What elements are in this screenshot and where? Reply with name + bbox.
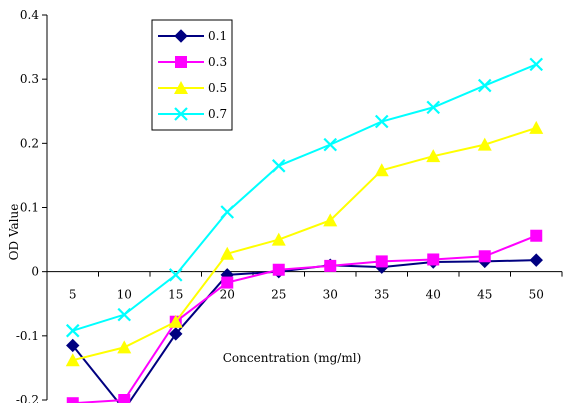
- data-point: [529, 120, 544, 134]
- legend-marker: [174, 81, 188, 94]
- legend-item: 0.1: [158, 29, 227, 43]
- series-line: [72, 63, 537, 332]
- axes: [42, 14, 563, 401]
- y-tick-label: 0.4: [20, 8, 39, 22]
- y-tick-label: 0.1: [20, 201, 39, 215]
- data-point: [221, 276, 234, 289]
- x-tick-label: 30: [323, 288, 338, 302]
- data-point: [323, 137, 338, 152]
- data-point-stroke: [426, 100, 441, 115]
- data-point-stroke: [477, 78, 492, 93]
- data-point: [65, 323, 80, 338]
- data-point: [220, 205, 235, 219]
- legend-label: 0.1: [208, 29, 227, 43]
- data-point: [118, 394, 131, 403]
- tick-labels: 0.4 0.3 0.2 0.1 0 -0.1 -0.2 5 10 15 20 25 30 35 40 45 50: [16, 8, 544, 403]
- legend-item: 0.3: [158, 55, 227, 69]
- series-line: [72, 234, 537, 403]
- data-point: [271, 232, 286, 246]
- legend: 0.1 0.3 0.5 0.7: [151, 19, 233, 131]
- data-point: [426, 100, 441, 115]
- data-point: [375, 255, 388, 268]
- data-point-stroke: [117, 307, 132, 322]
- x-tick-label: 15: [168, 288, 183, 302]
- x-tick-label: 40: [426, 288, 441, 302]
- legend-marker: [174, 29, 188, 43]
- data-point: [324, 259, 337, 272]
- y-tick-label: -0.1: [16, 329, 39, 343]
- data-point: [272, 263, 285, 276]
- data-point-stroke: [220, 205, 235, 219]
- data-point: [168, 314, 183, 328]
- data-point-stroke: [323, 137, 338, 152]
- series-0.5: [65, 120, 544, 367]
- data-point: [426, 149, 441, 163]
- series-0.7: [65, 57, 544, 338]
- data-point: [530, 229, 543, 242]
- y-tick-label: 0.2: [20, 136, 39, 150]
- x-tick-label: 20: [220, 288, 235, 302]
- data-point: [374, 114, 389, 129]
- legend-box: [151, 19, 233, 131]
- data-point: [66, 397, 79, 403]
- data-point: [220, 246, 235, 260]
- legend-label: 0.3: [208, 55, 227, 69]
- data-point: [65, 353, 80, 367]
- y-axis-title: OD Value: [7, 204, 21, 261]
- data-point-stroke: [65, 323, 80, 338]
- data-point-stroke: [271, 159, 286, 173]
- legend-label: 0.5: [208, 81, 227, 95]
- data-point-stroke: [168, 268, 183, 282]
- legend-marker: [174, 107, 188, 121]
- data-point: [478, 250, 491, 263]
- x-axis-title: Concentration (mg/ml): [223, 351, 362, 365]
- legend-marker: [175, 56, 187, 68]
- data-point: [529, 57, 544, 72]
- data-point: [477, 78, 492, 93]
- x-tick-label: 25: [271, 288, 286, 302]
- series-line: [72, 126, 537, 362]
- data-point: [117, 307, 132, 322]
- data-point: [169, 327, 183, 341]
- x-tick-label: 10: [117, 288, 132, 302]
- data-point: [66, 338, 80, 353]
- data-point: [477, 137, 492, 151]
- x-tick-label: 35: [374, 288, 389, 302]
- data-point-stroke: [374, 114, 389, 129]
- data-point: [117, 340, 132, 354]
- legend-marker-stroke: [174, 107, 188, 121]
- data-point: [529, 253, 543, 267]
- x-tick-label: 5: [69, 288, 77, 302]
- y-tick-label: 0: [31, 265, 39, 279]
- series-group: [65, 57, 544, 403]
- legend-label: 0.7: [208, 107, 227, 121]
- y-tick-label: -0.2: [16, 393, 39, 403]
- data-point: [323, 213, 338, 227]
- legend-item: 0.5: [158, 81, 227, 95]
- series-line: [71, 259, 537, 403]
- data-point: [427, 253, 440, 266]
- y-tick-label: 0.3: [20, 72, 39, 86]
- data-point-stroke: [529, 57, 544, 72]
- data-point: [374, 163, 389, 177]
- x-tick-label: 50: [529, 288, 544, 302]
- legend-item: 0.7: [158, 107, 227, 121]
- data-point: [271, 159, 286, 173]
- series-0.3: [66, 229, 543, 403]
- x-tick-label: 45: [477, 288, 492, 302]
- data-point: [168, 268, 183, 282]
